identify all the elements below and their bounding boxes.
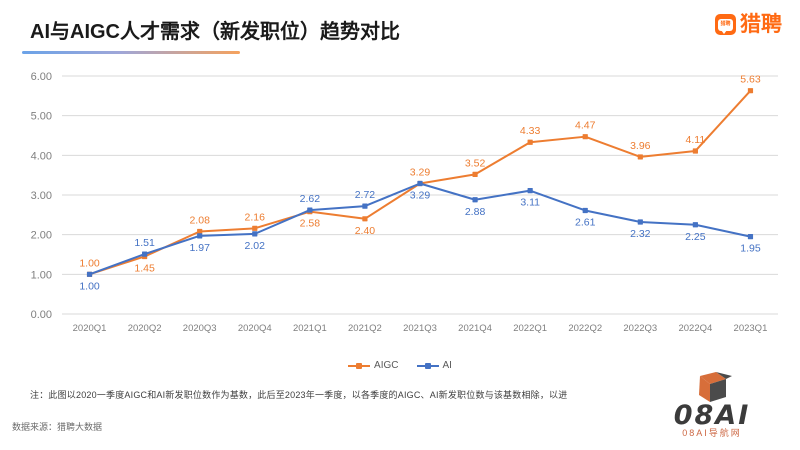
data-point-marker[interactable] xyxy=(307,207,313,213)
x-axis-tick-label: 2022Q2 xyxy=(568,323,602,334)
data-point-marker[interactable] xyxy=(197,233,203,239)
data-point-label: 3.96 xyxy=(630,140,651,152)
data-point-marker[interactable] xyxy=(747,234,754,240)
data-point-label: 1.00 xyxy=(79,257,100,269)
data-point-marker[interactable] xyxy=(197,228,203,235)
data-point-label: 3.52 xyxy=(465,157,486,169)
data-point-label: 1.45 xyxy=(134,262,155,274)
x-axis-tick-label: 2020Q2 xyxy=(128,323,162,334)
data-point-marker[interactable] xyxy=(527,188,533,194)
data-point-label: 2.58 xyxy=(300,218,321,230)
header: AI与AIGC人才需求（新发职位）趋势对比 猎聘 猎聘 xyxy=(0,0,800,62)
x-axis-tick-label: 2021Q2 xyxy=(348,323,382,334)
data-point-label: 4.33 xyxy=(520,125,541,137)
y-axis-tick-label: 5.00 xyxy=(31,111,52,123)
legend-item-ai[interactable]: AI xyxy=(416,360,452,371)
title-underline-divider xyxy=(22,51,240,54)
data-point-marker[interactable] xyxy=(527,139,533,145)
data-point-label: 5.63 xyxy=(740,74,761,86)
y-axis-tick-label: 4.00 xyxy=(31,150,52,162)
legend-swatch-icon xyxy=(348,361,371,370)
x-axis-tick-label: 2022Q4 xyxy=(678,323,712,334)
x-axis-tick-label: 2023Q1 xyxy=(734,323,768,334)
data-point-label: 1.95 xyxy=(740,243,761,255)
data-point-marker[interactable] xyxy=(747,88,754,94)
data-point-marker[interactable] xyxy=(252,231,258,237)
x-axis-tick-label: 2021Q4 xyxy=(458,323,492,334)
liepin-logo: 猎聘 猎聘 xyxy=(715,14,782,35)
brand-mark-label: 猎聘 xyxy=(720,21,731,27)
data-point-label: 1.00 xyxy=(79,280,100,292)
x-axis-tick-label: 2022Q1 xyxy=(513,323,547,334)
data-point-label: 2.61 xyxy=(575,216,596,228)
data-point-label: 2.72 xyxy=(355,189,376,201)
data-point-marker[interactable] xyxy=(582,207,588,214)
x-axis-tick-label: 2020Q3 xyxy=(183,323,217,334)
legend-item-aigc[interactable]: AIGC xyxy=(348,360,399,371)
data-point-label: 2.40 xyxy=(355,225,376,237)
data-point-marker[interactable] xyxy=(582,134,588,140)
data-point-label: 4.47 xyxy=(575,120,596,132)
data-point-label: 2.88 xyxy=(465,206,486,218)
data-point-label: 4.11 xyxy=(686,134,706,146)
chart-legend: AIGC AI xyxy=(0,360,800,371)
data-point-marker[interactable] xyxy=(142,251,148,257)
x-axis-tick-label: 2022Q3 xyxy=(623,323,657,334)
data-point-label: 1.97 xyxy=(189,242,210,254)
y-axis-tick-label: 2.00 xyxy=(31,230,52,242)
data-point-marker[interactable] xyxy=(637,219,643,225)
data-point-marker[interactable] xyxy=(692,148,698,154)
data-point-marker[interactable] xyxy=(362,216,368,222)
legend-label: AI xyxy=(442,360,452,371)
data-point-label: 2.62 xyxy=(300,193,321,205)
data-point-marker[interactable] xyxy=(472,171,478,177)
legend-swatch-icon xyxy=(416,361,439,370)
data-point-marker[interactable] xyxy=(252,225,258,231)
brand-name: 猎聘 xyxy=(740,13,782,36)
data-point-label: 2.02 xyxy=(245,240,266,252)
data-point-label: 2.25 xyxy=(685,231,706,243)
line-chart: 0.00 1.00 2.00 3.00 4.00 5.00 6.00 2020Q1 2020Q2… xyxy=(31,71,778,334)
data-point-marker[interactable] xyxy=(86,271,93,277)
y-axis-tick-label: 3.00 xyxy=(31,190,52,202)
chart-footnote: 注：此图以2020一季度AIGC和AI新发职位数作为基数，此后至2023年一季度… xyxy=(30,390,568,400)
data-point-marker[interactable] xyxy=(417,180,423,187)
x-axis-tick-label: 2021Q3 xyxy=(403,323,437,334)
watermark-subtitle: 08AI导航网 xyxy=(682,428,742,438)
y-axis-tick-label: 1.00 xyxy=(31,269,52,281)
chart-plot-area: 0.00 1.00 2.00 3.00 4.00 5.00 6.00 2020Q1 2020Q2… xyxy=(0,62,800,362)
data-point-label: 2.16 xyxy=(245,211,266,223)
speech-bubble-icon: 猎聘 xyxy=(715,14,736,35)
data-point-marker[interactable] xyxy=(362,203,368,209)
y-axis-tick-label: 0.00 xyxy=(31,309,52,321)
data-point-marker[interactable] xyxy=(472,197,478,203)
data-point-marker[interactable] xyxy=(692,222,698,228)
x-axis-tick-label: 2020Q1 xyxy=(73,323,107,334)
y-axis-tick-label: 6.00 xyxy=(31,71,52,83)
data-point-label: 3.29 xyxy=(410,189,431,201)
cube-icon xyxy=(699,372,732,402)
watermark-title: 08AI xyxy=(673,400,751,431)
data-point-label: 2.08 xyxy=(189,214,210,226)
page-title: AI与AIGC人才需求（新发职位）趋势对比 xyxy=(30,21,400,43)
watermark-08ai: 08AI 08AI导航网 xyxy=(642,372,782,442)
data-point-label: 1.51 xyxy=(134,237,155,249)
data-point-label: 3.11 xyxy=(520,197,540,209)
data-point-label: 3.29 xyxy=(410,166,431,178)
legend-label: AIGC xyxy=(374,360,399,371)
x-axis-tick-label: 2021Q1 xyxy=(293,323,327,334)
x-axis-tick-label: 2020Q4 xyxy=(238,323,272,334)
data-point-label: 2.32 xyxy=(630,228,651,240)
data-source-label: 数据来源：猎聘大数据 xyxy=(12,422,103,432)
data-point-marker[interactable] xyxy=(637,154,643,160)
